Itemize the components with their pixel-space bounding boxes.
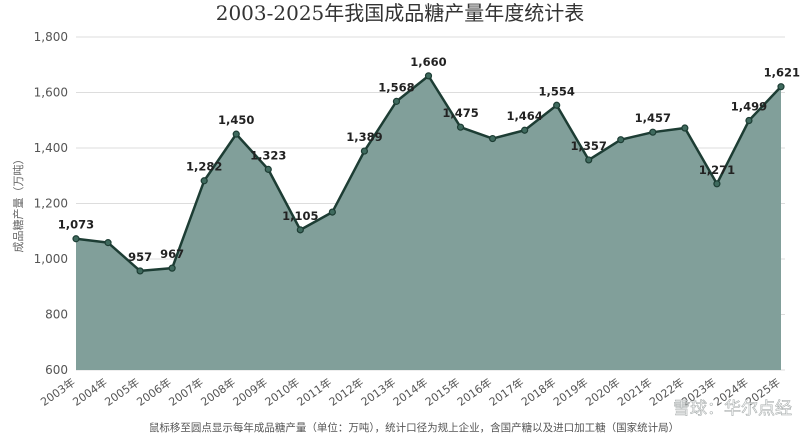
data-points <box>72 72 785 275</box>
x-tick-label: 2018年 <box>518 375 558 409</box>
x-tick-label: 2012年 <box>326 375 366 409</box>
x-tick-label: 2010年 <box>262 375 302 409</box>
y-axis: 600 800 1,000 1,200 1,400 1,600 1,800 <box>34 30 68 377</box>
data-label: 1,105 <box>282 209 318 223</box>
x-tick-label: 2015年 <box>422 375 462 409</box>
y-tick-label: 1,800 <box>34 30 68 44</box>
data-point[interactable] <box>72 235 80 243</box>
x-tick-label: 2019年 <box>550 375 590 409</box>
data-point[interactable] <box>713 180 721 188</box>
data-labels: 1,073 957 967 1,282 1,450 1,323 1,105 1,389 1,56… <box>58 55 800 264</box>
data-point[interactable] <box>745 116 753 125</box>
data-label: 967 <box>160 247 184 261</box>
data-label: 1,323 <box>250 148 286 162</box>
data-label: 1,271 <box>699 163 735 177</box>
x-tick-label: 2011年 <box>294 375 334 409</box>
data-label: 1,660 <box>410 55 446 69</box>
data-point[interactable] <box>521 126 529 134</box>
chart-title: 2003-2025年我国成品糖产量年度统计表 <box>216 1 585 25</box>
data-point[interactable] <box>136 267 144 275</box>
data-point[interactable] <box>264 165 272 173</box>
data-label: 1,457 <box>635 111 671 125</box>
x-tick-label: 2013年 <box>358 375 398 409</box>
data-label: 1,357 <box>571 139 607 153</box>
watermark: 雪球：华尔点经 <box>673 399 792 419</box>
data-point[interactable] <box>617 136 625 144</box>
x-tick-label: 2008年 <box>198 375 238 409</box>
data-point[interactable] <box>681 124 689 132</box>
x-tick-label: 2006年 <box>134 375 174 409</box>
footnote: 鼠标移至圆点显示每年成品糖产量（单位：万吨），统计口径为规上企业，含国产糖以及进… <box>149 421 679 434</box>
data-point[interactable] <box>168 264 176 272</box>
y-tick-label: 1,000 <box>34 252 68 266</box>
data-label: 1,073 <box>58 218 94 232</box>
data-point[interactable] <box>296 226 304 234</box>
x-tick-label: 2016年 <box>454 375 494 409</box>
y-tick-label: 800 <box>45 308 68 322</box>
data-point[interactable] <box>104 239 112 247</box>
data-point[interactable] <box>488 134 497 143</box>
x-tick-label: 2009年 <box>230 375 270 409</box>
y-tick-label: 1,400 <box>34 141 68 155</box>
x-tick-label: 2020年 <box>583 375 623 409</box>
data-point[interactable] <box>328 208 336 216</box>
data-label: 1,450 <box>218 113 254 127</box>
x-tick-label: 2021年 <box>615 375 655 409</box>
y-tick-label: 1,200 <box>34 197 68 211</box>
x-tick-label: 2005年 <box>102 375 142 409</box>
x-tick-label: 2007年 <box>166 375 206 409</box>
data-label: 1,568 <box>378 80 414 94</box>
data-point[interactable] <box>424 72 433 80</box>
area-fill <box>76 75 781 370</box>
data-label: 1,499 <box>731 100 767 114</box>
data-point[interactable] <box>360 147 369 155</box>
x-tick-label: 2004年 <box>70 375 110 409</box>
x-tick-label: 2017年 <box>486 375 526 409</box>
data-point[interactable] <box>392 97 401 105</box>
data-label: 1,464 <box>506 109 542 123</box>
data-point[interactable] <box>585 156 593 164</box>
data-point[interactable] <box>200 177 208 185</box>
x-tick-label: 2014年 <box>390 375 430 409</box>
data-label: 1,475 <box>442 106 478 120</box>
data-label: 1,389 <box>346 130 382 144</box>
data-point[interactable] <box>232 130 240 138</box>
data-label: 1,282 <box>186 160 222 174</box>
data-point[interactable] <box>649 128 657 136</box>
data-label: 1,554 <box>538 84 574 98</box>
y-axis-label: 成品糖产量（万吨） <box>11 154 25 253</box>
data-label: 1,621 <box>764 66 800 80</box>
x-tick-label: 2003年 <box>38 375 78 409</box>
y-tick-label: 600 <box>45 363 68 377</box>
data-point[interactable] <box>777 83 785 91</box>
y-tick-label: 1,600 <box>34 86 68 100</box>
data-label: 957 <box>128 250 152 264</box>
data-point[interactable] <box>553 101 561 109</box>
data-point[interactable] <box>456 123 465 131</box>
x-axis: 2003年2004年2005年2006年2007年2008年2009年2010年… <box>38 375 783 409</box>
